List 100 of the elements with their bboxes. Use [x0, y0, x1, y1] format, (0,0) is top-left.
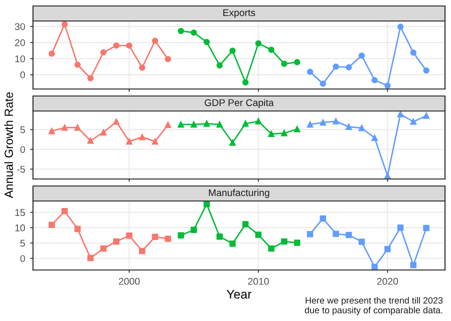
point: [268, 130, 274, 138]
point: [306, 121, 314, 128]
point: [216, 121, 223, 128]
point: [255, 40, 262, 46]
point: [100, 129, 107, 136]
point: [384, 82, 391, 89]
point: [190, 226, 197, 233]
point: [204, 38, 210, 46]
point: [410, 50, 416, 56]
point: [164, 236, 172, 242]
point: [320, 80, 326, 87]
point: [62, 21, 68, 28]
point: [229, 240, 236, 247]
x-tick-label: 2020: [377, 278, 398, 285]
point: [397, 24, 404, 30]
point: [139, 134, 146, 140]
point: [216, 233, 223, 240]
point: [332, 64, 339, 70]
point: [48, 50, 55, 57]
point: [346, 232, 352, 238]
point: [164, 56, 172, 62]
point: [294, 59, 300, 66]
y-tick-label: 10: [15, 55, 25, 62]
point: [62, 208, 68, 214]
point: [320, 119, 326, 126]
y-tick-label: 10: [15, 224, 25, 232]
point: [346, 124, 352, 130]
point: [152, 138, 158, 145]
point: [48, 222, 55, 228]
point: [371, 264, 378, 270]
point: [281, 60, 288, 67]
x-tick-label: 2000: [118, 278, 140, 285]
point: [74, 62, 81, 68]
point: [294, 126, 300, 132]
point: [178, 28, 184, 34]
x-tick-label: 2010: [248, 278, 269, 285]
point: [306, 68, 314, 75]
point: [74, 226, 81, 232]
point: [346, 64, 352, 70]
point: [126, 232, 132, 239]
chart-title: Exports: [223, 9, 256, 18]
point: [371, 77, 378, 84]
chart-title: Manufacturing: [208, 188, 270, 198]
point: [294, 240, 300, 246]
point: [281, 238, 288, 245]
point: [423, 224, 430, 232]
point: [397, 111, 404, 118]
point: [126, 42, 132, 49]
point: [268, 245, 274, 252]
point: [87, 75, 94, 82]
y-tick-label: -5: [17, 166, 25, 173]
point: [384, 246, 391, 252]
point: [242, 221, 249, 228]
y-tick-label: 15: [15, 209, 25, 216]
point: [358, 52, 365, 59]
chart-title: GDP Per Capita: [204, 98, 274, 108]
point: [371, 134, 378, 142]
text: Here we present the trend till 2023 due to pausity of comparable data.: [304, 297, 443, 316]
point: [113, 42, 120, 49]
point: [306, 230, 314, 238]
point: [100, 245, 107, 252]
y-tick-label: 0: [20, 146, 25, 153]
point: [320, 215, 326, 222]
point: [332, 230, 339, 237]
point: [178, 232, 184, 238]
y-axis-title: Annual Growth Rate: [4, 92, 13, 198]
point: [358, 124, 365, 132]
point: [229, 140, 236, 146]
point: [190, 121, 197, 128]
y-tick-label: 5: [20, 240, 25, 247]
point: [397, 224, 404, 231]
point: [100, 49, 107, 56]
x-axis-title: Year: [226, 290, 252, 299]
point: [242, 79, 249, 86]
point: [190, 29, 197, 36]
point: [152, 234, 158, 240]
point: [268, 46, 274, 53]
point: [139, 64, 146, 71]
point: [255, 232, 262, 238]
y-tick-label: 5: [20, 126, 25, 134]
point: [216, 62, 223, 68]
point: [204, 201, 210, 208]
point: [152, 38, 158, 44]
y-tick-label: 0: [20, 71, 25, 78]
point: [87, 254, 94, 262]
point: [384, 172, 391, 179]
point: [423, 67, 430, 74]
point: [87, 138, 94, 144]
y-tick-label: 20: [15, 39, 25, 46]
point: [242, 120, 249, 127]
point: [178, 121, 184, 128]
point: [164, 122, 172, 128]
point: [113, 238, 120, 245]
point: [62, 124, 68, 131]
point: [410, 262, 416, 268]
y-tick-label: 0: [20, 255, 25, 262]
point: [229, 48, 236, 54]
y-tick-label: 30: [14, 23, 25, 30]
point: [358, 238, 365, 245]
point: [126, 138, 132, 145]
